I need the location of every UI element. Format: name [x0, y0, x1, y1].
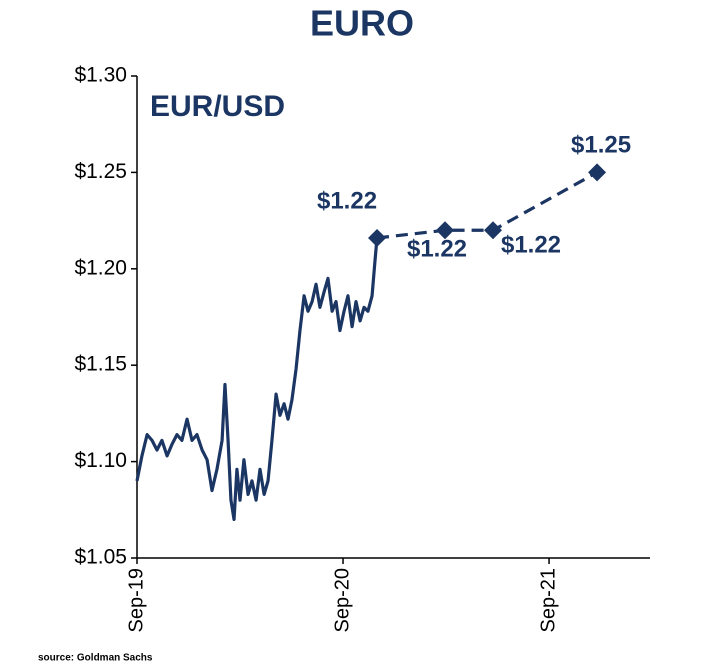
forecast-marker — [484, 221, 503, 240]
value-label: $1.22 — [317, 187, 377, 214]
chart-title: EURO — [310, 3, 414, 44]
y-tick-label: $1.20 — [74, 256, 127, 279]
y-tick-label: $1.30 — [74, 64, 127, 87]
x-tick-label: Sep-21 — [537, 568, 559, 633]
forecast-marker — [368, 228, 387, 247]
value-label: $1.22 — [407, 236, 467, 263]
forecast-marker — [436, 221, 455, 240]
forecast-marker — [588, 163, 607, 182]
value-label: $1.25 — [571, 132, 631, 159]
forecast-line — [376, 171, 598, 240]
x-tick-label: Sep-20 — [331, 568, 353, 633]
y-tick-label: $1.15 — [74, 353, 127, 376]
price-line — [135, 237, 379, 522]
x-tick-label: Sep-19 — [125, 568, 147, 633]
y-tick-label: $1.05 — [74, 546, 127, 569]
annotation: EUR/USD — [150, 90, 285, 123]
value-label: $1.22 — [501, 232, 561, 259]
source-note: source: Goldman Sachs — [38, 653, 153, 664]
y-tick-label: $1.25 — [74, 160, 127, 183]
y-tick-label: $1.10 — [74, 449, 127, 472]
